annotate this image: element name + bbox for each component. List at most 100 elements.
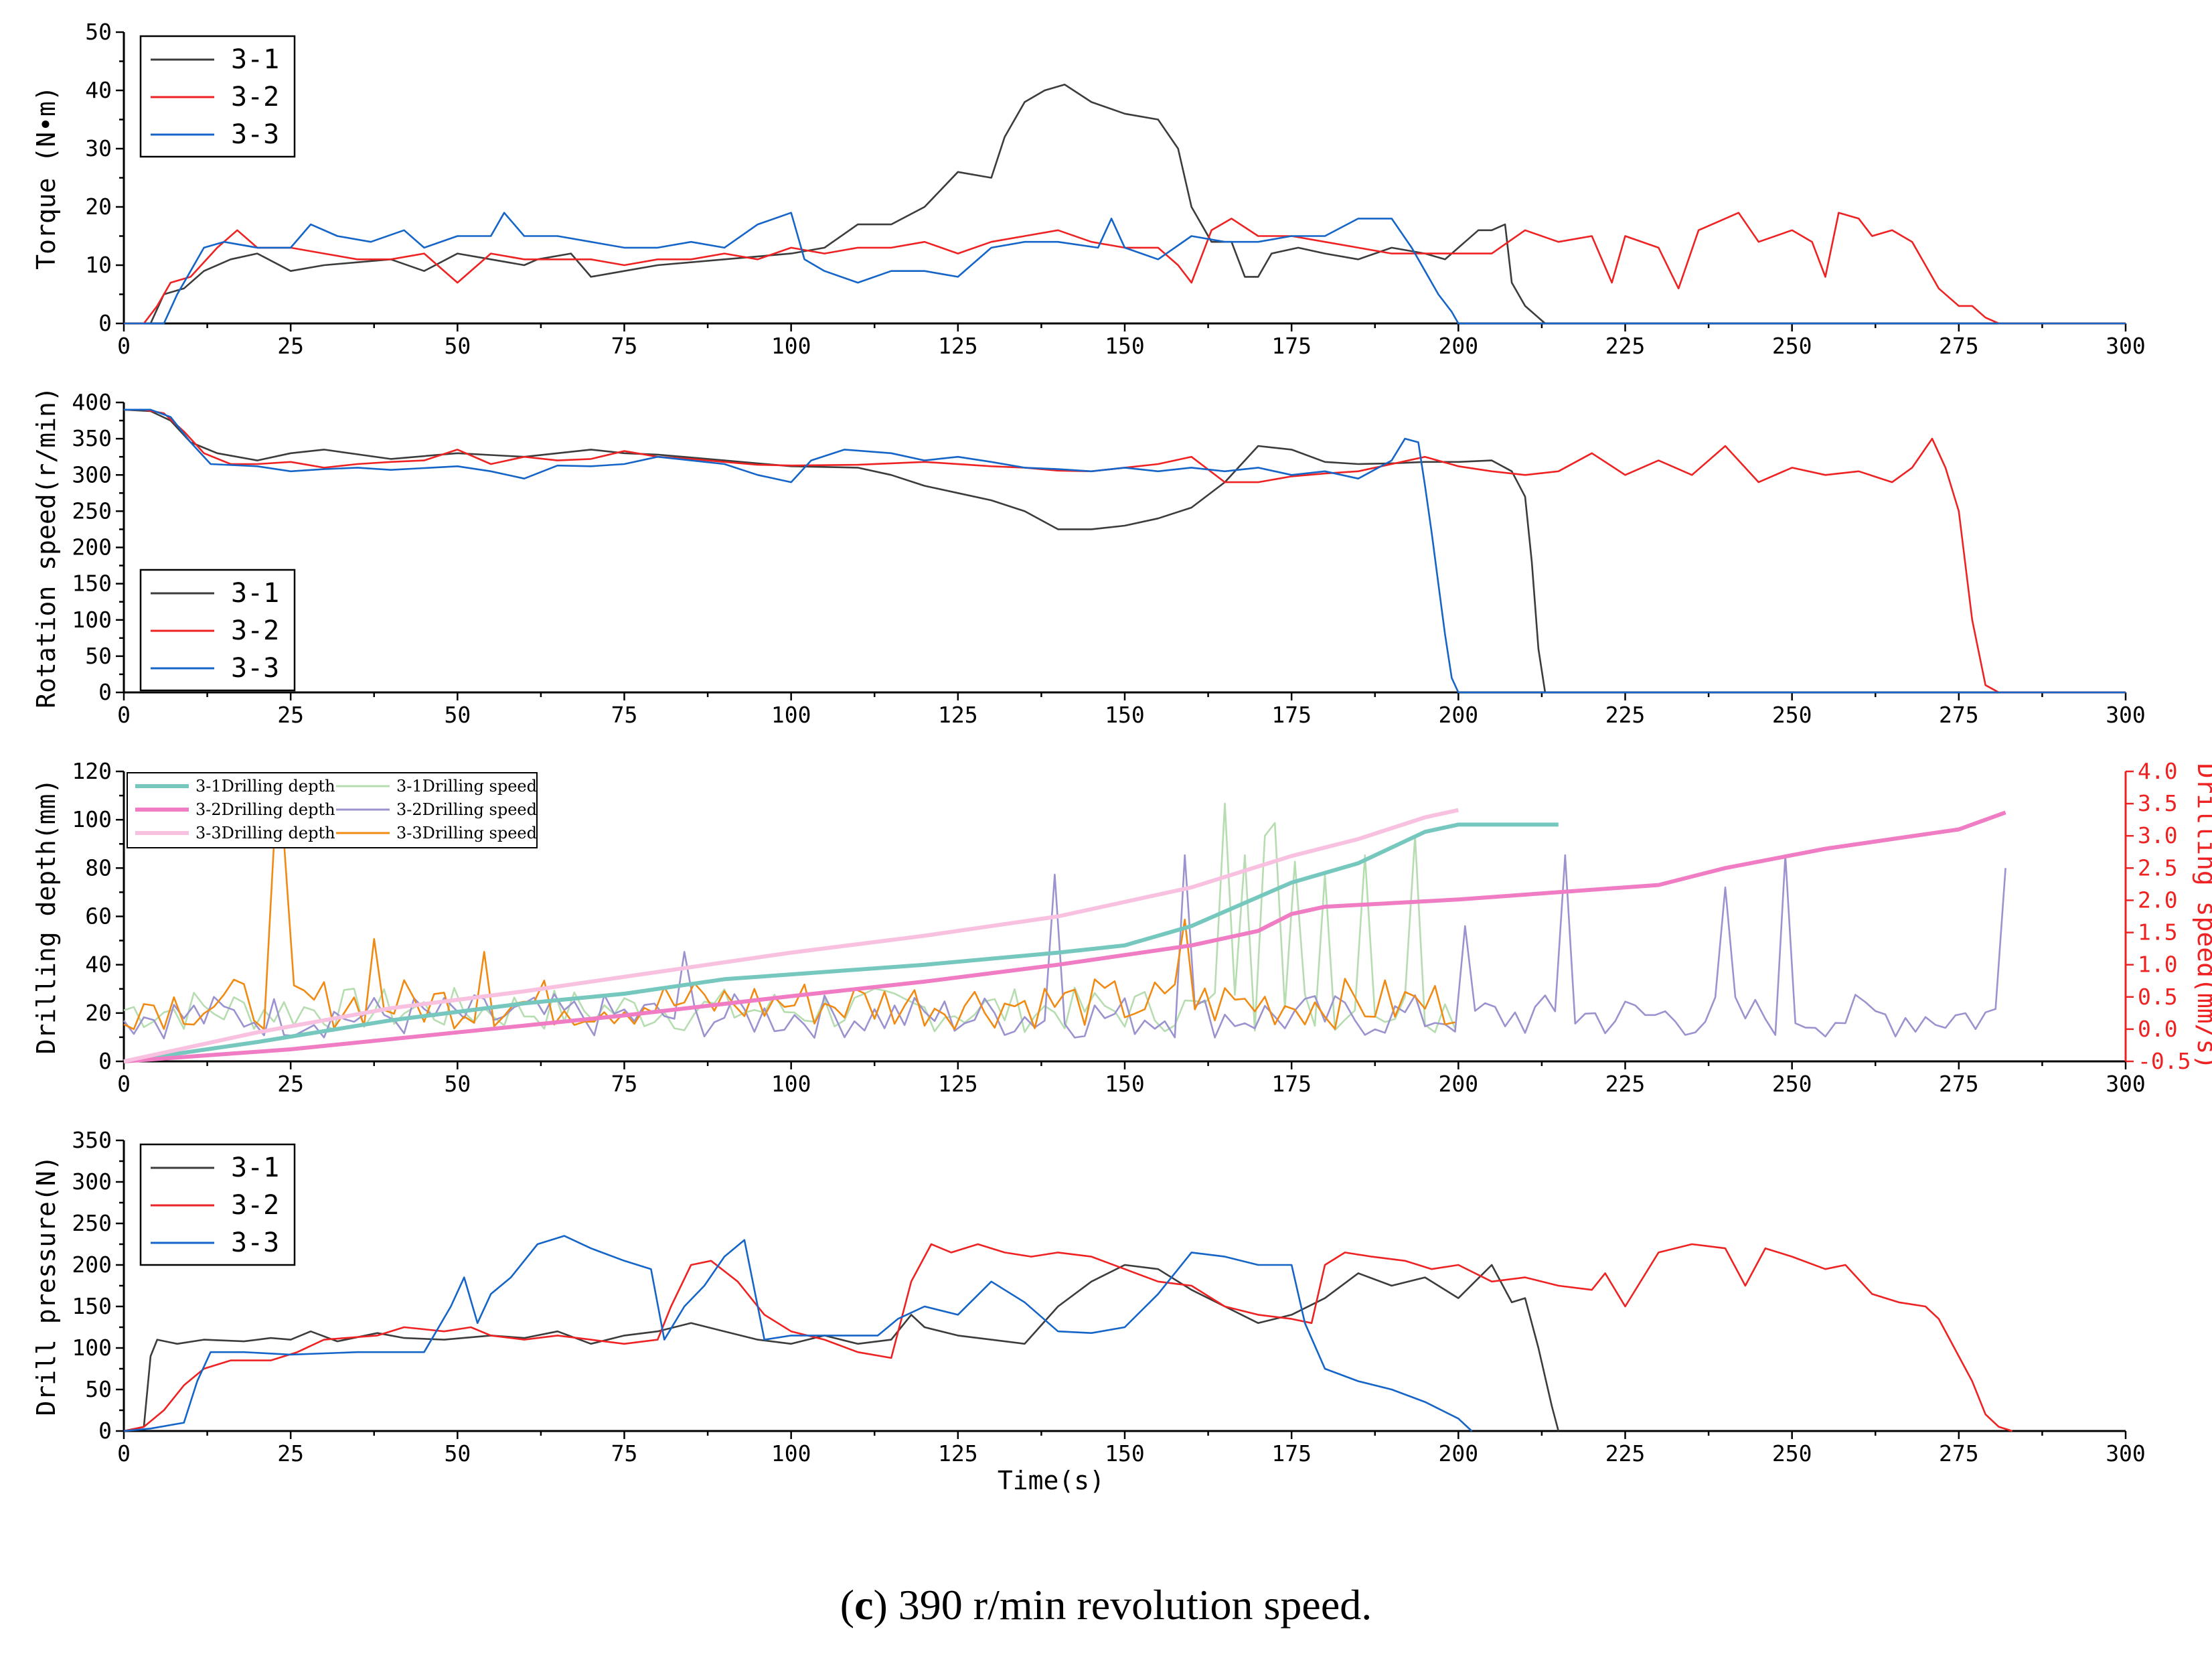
series-line-3-2Drilling-depth [123, 810, 2006, 1063]
y-axis-label: Torque (N•m) [31, 86, 61, 270]
y-tick-label: 150 [72, 571, 112, 597]
legend-label: 3-2 [231, 82, 279, 112]
y2-tick-label: 2.5 [2138, 854, 2178, 881]
x-tick-label: 175 [1271, 702, 1312, 728]
y-tick-label: 100 [72, 1335, 112, 1361]
x-tick-label: 300 [2106, 1440, 2146, 1467]
x-tick-label: 225 [1605, 333, 1646, 359]
chart-panel-4: 0 25 50 75 100 125 150 175 200 225 250 275 300 0 50 100… [31, 1127, 2146, 1495]
series-line-3-3Drilling-depth [123, 808, 1459, 1063]
x-tick-label: 250 [1772, 333, 1812, 359]
legend-label: 3-1Drilling speed [396, 777, 537, 796]
x-tick-label: 75 [611, 702, 638, 728]
x-axis-label: Time(s) [998, 1466, 1105, 1495]
y2-tick-label: 2.0 [2138, 887, 2178, 913]
x-tick-label: 50 [444, 702, 471, 728]
legend-label: 3-1 [231, 1152, 279, 1183]
y-tick-label: 0 [98, 1048, 112, 1074]
y2-tick-label: 0.5 [2138, 984, 2178, 1010]
y-tick-label: 50 [85, 19, 112, 45]
series-line-3-3 [124, 408, 2126, 694]
y-tick-label: 50 [85, 643, 112, 669]
x-tick-label: 0 [117, 1071, 131, 1097]
x-tick-label: 200 [1439, 1071, 1479, 1097]
series-line-3-1 [124, 84, 2126, 325]
y-tick-label: 40 [85, 77, 112, 103]
x-tick-label: 0 [117, 1440, 131, 1467]
y-tick-label: 300 [72, 461, 112, 487]
chart-panel-1: 0 25 50 75 100 125 150 175 200 225 250 275 300 0 10 20 3… [31, 19, 2146, 359]
legend-label: 3-2Drilling speed [396, 800, 537, 819]
y2-tick-label: 3.0 [2138, 822, 2178, 848]
y-tick-label: 250 [72, 498, 112, 524]
x-tick-label: 175 [1271, 1440, 1312, 1467]
y-tick-label: 30 [85, 135, 112, 161]
y2-tick-label: 4.0 [2138, 758, 2178, 784]
x-tick-label: 125 [938, 333, 978, 359]
x-tick-label: 125 [938, 1440, 978, 1467]
y2-tick-label: 0.0 [2138, 1016, 2178, 1042]
legend-label: 3-3 [231, 653, 279, 684]
x-tick-label: 275 [1939, 333, 1979, 359]
legend-label: 3-2 [231, 615, 279, 646]
y-tick-label: 150 [72, 1293, 112, 1319]
x-tick-label: 75 [611, 1071, 638, 1097]
legend-label: 3-3 [231, 1227, 279, 1258]
series-line-3-2 [124, 408, 2126, 694]
series-line-3-3Drilling-speed [123, 841, 1455, 1031]
x-tick-label: 100 [771, 1071, 811, 1097]
y2-tick-label: 3.5 [2138, 790, 2178, 816]
x-tick-label: 100 [771, 702, 811, 728]
y-tick-label: 200 [72, 1252, 112, 1278]
caption-text: 390 r/min revolution speed. [887, 1581, 1372, 1629]
chart-panel-3: 0 25 50 75 100 125 150 175 200 225 250 275 300 0 20 40 6… [31, 758, 2212, 1097]
y-axis-label: Drill pressure(N) [31, 1156, 61, 1416]
y-tick-label: 50 [85, 1376, 112, 1402]
y2-tick-label: -0.5 [2138, 1048, 2191, 1074]
x-tick-label: 100 [771, 1440, 811, 1467]
series-line-3-1 [123, 1264, 1560, 1432]
series-line-3-2 [124, 212, 2126, 325]
y2-tick-label: 1.5 [2138, 919, 2178, 946]
legend-label: 3-2Drilling depth [195, 800, 335, 819]
x-tick-label: 175 [1271, 1071, 1312, 1097]
x-tick-label: 150 [1105, 333, 1145, 359]
y-tick-label: 400 [72, 389, 112, 415]
legend-label: 3-1 [231, 44, 279, 75]
x-tick-label: 200 [1439, 702, 1479, 728]
x-tick-label: 25 [277, 333, 304, 359]
x-tick-label: 0 [117, 333, 131, 359]
x-tick-label: 225 [1605, 1440, 1646, 1467]
legend-label: 3-3 [231, 119, 279, 150]
legend-label: 3-3Drilling depth [195, 824, 335, 842]
x-tick-label: 300 [2106, 702, 2146, 728]
x-tick-label: 200 [1439, 333, 1479, 359]
series-line-3-1Drilling-speed [123, 802, 1456, 1033]
caption-label: c [854, 1581, 874, 1629]
x-tick-label: 0 [117, 702, 131, 728]
y-axis-label: Drilling depth(mm) [31, 779, 61, 1055]
x-tick-label: 150 [1105, 702, 1145, 728]
x-tick-label: 100 [771, 333, 811, 359]
legend-label: 3-2 [231, 1190, 279, 1221]
x-tick-label: 150 [1105, 1071, 1145, 1097]
y-tick-label: 350 [72, 1127, 112, 1153]
y-tick-label: 10 [85, 252, 112, 278]
x-tick-label: 250 [1772, 1071, 1812, 1097]
x-tick-label: 225 [1605, 702, 1646, 728]
series-line-3-2 [123, 1243, 2012, 1432]
series-line-3-1Drilling-depth [123, 822, 1559, 1063]
figure-caption: (c) 390 r/min revolution speed. [840, 1581, 1372, 1629]
y-tick-label: 80 [85, 854, 112, 881]
x-tick-label: 150 [1105, 1440, 1145, 1467]
x-tick-label: 125 [938, 1071, 978, 1097]
y-tick-label: 250 [72, 1210, 112, 1236]
y-tick-label: 0 [98, 310, 112, 336]
series-line-3-2Drilling-speed [123, 854, 2006, 1040]
x-tick-label: 275 [1939, 1440, 1979, 1467]
y2-axis-label: Drilling speed(mm/s) [2192, 763, 2212, 1070]
x-tick-label: 225 [1605, 1071, 1646, 1097]
x-tick-label: 250 [1772, 702, 1812, 728]
x-tick-label: 125 [938, 702, 978, 728]
